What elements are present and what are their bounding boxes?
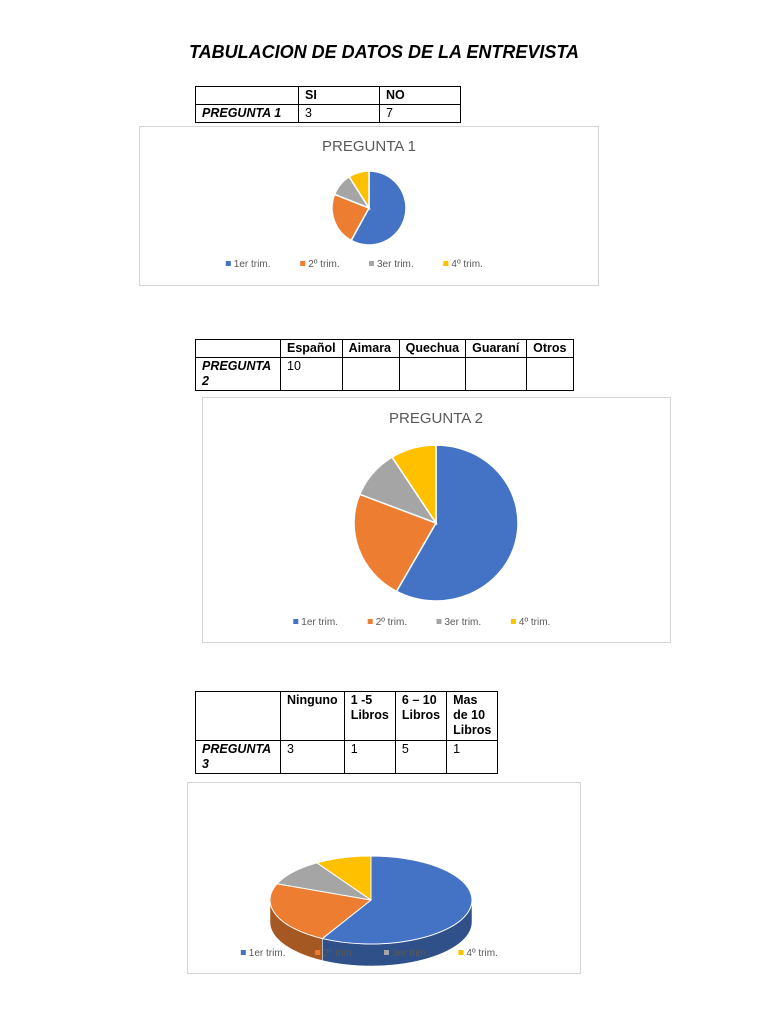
- table-pregunta-2: Español Aimara Quechua Guaraní Otros PRE…: [195, 339, 575, 391]
- table-header-row: Ninguno 1 -5 Libros 6 – 10 Libros Mas de…: [195, 691, 499, 741]
- table-cell: 1: [446, 740, 499, 774]
- chart-svg: PREGUNTA 2 1er trim. 2º trim. 3er trim. 4º …: [293, 410, 550, 628]
- chart-svg: PREGUNTA 1 1er trim. 2º trim. 3er trim. 4º …: [225, 138, 483, 270]
- pie-slice-4-trim: [391, 444, 437, 526]
- table-header-cell: 1 -5 Libros: [343, 691, 396, 741]
- legend-swatch-3er-trim: [369, 261, 374, 266]
- table-header-cell: [195, 339, 281, 358]
- table-header-cell: Mas de 10 Libros: [446, 691, 499, 741]
- table-cell: 3: [280, 740, 345, 774]
- chart-legend: 1er trim. 2º trim. 3er trim. 4º trim.: [240, 948, 498, 959]
- table-header-cell: Aimara: [341, 339, 400, 358]
- chart-legend: 1er trim. 2º trim. 3er trim. 4º trim.: [225, 259, 483, 270]
- legend-label-4-trim: 4º trim.: [519, 617, 550, 628]
- chart-pregunta-3: 1er trim. 2º trim. 3er trim. 4º trim.: [187, 782, 581, 974]
- table-header-cell: Ninguno: [280, 691, 345, 741]
- table-cell: [398, 357, 467, 391]
- legend-swatch-4-trim: [510, 619, 516, 624]
- legend-swatch-2-trim: [367, 619, 373, 624]
- legend-label-3er-trim: 3er trim.: [392, 948, 429, 959]
- legend-label-3er-trim: 3er trim.: [445, 617, 482, 628]
- table-cell: [465, 357, 528, 391]
- legend-swatch-4-trim: [458, 950, 464, 955]
- pie-slice-1er-trim: [350, 170, 407, 246]
- table-header-cell: SI: [298, 86, 380, 105]
- table-header-cell: Español: [280, 339, 343, 358]
- pie-slice-2-trim: [353, 493, 438, 593]
- table-header-cell: [195, 691, 281, 741]
- legend-label-3er-trim: 3er trim.: [377, 259, 414, 270]
- legend-swatch-1er-trim: [293, 619, 299, 624]
- pie-group: [331, 170, 407, 246]
- legend-swatch-1er-trim: [240, 950, 246, 955]
- table-cell: 5: [394, 740, 448, 774]
- legend-swatch-3er-trim: [436, 619, 442, 624]
- pie-group: [269, 855, 473, 967]
- table-row: PREGUNTA 1 3 7: [195, 104, 461, 123]
- table-header-cell: Otros: [526, 339, 575, 358]
- pie-slice-1er-trim: [395, 444, 519, 602]
- pie-slice-2-trim: [331, 193, 371, 242]
- table-cell: [526, 357, 575, 391]
- row-label: PREGUNTA 3: [195, 740, 281, 774]
- pie-slice-4-trim: [315, 855, 372, 901]
- legend-swatch-2-trim: [315, 950, 321, 955]
- table-cell: [341, 357, 400, 391]
- table-cell: 1: [343, 740, 396, 774]
- chart-legend: 1er trim. 2º trim. 3er trim. 4º trim.: [293, 617, 550, 628]
- table-header-cell: 6 – 10 Libros: [394, 691, 448, 741]
- table-header-row: SI NO: [195, 86, 461, 105]
- legend-label-2-trim: 2º trim.: [376, 617, 407, 628]
- table-cell: 3: [298, 104, 380, 123]
- legend-label-2-trim: 2º trim.: [323, 948, 354, 959]
- legend-swatch-1er-trim: [225, 261, 231, 266]
- legend-swatch-3er-trim: [384, 950, 389, 955]
- chart-pregunta-1: PREGUNTA 1 1er trim. 2º trim. 3er trim. 4º …: [139, 126, 599, 286]
- pie-slice-4-trim: [348, 170, 370, 211]
- table-pregunta-3: Ninguno 1 -5 Libros 6 – 10 Libros Mas de…: [195, 691, 499, 774]
- legend-label-2-trim: 2º trim.: [308, 259, 339, 270]
- chart-pregunta-2: PREGUNTA 2 1er trim. 2º trim. 3er trim. 4º …: [202, 397, 671, 643]
- table-cell: 10: [280, 357, 343, 391]
- chart-title: PREGUNTA 1: [322, 138, 416, 155]
- table-row: PREGUNTA 2 10: [195, 357, 575, 391]
- row-label: PREGUNTA 2: [195, 357, 281, 391]
- chart-svg: 1er trim. 2º trim. 3er trim. 4º trim.: [240, 855, 498, 967]
- row-label: PREGUNTA 1: [195, 104, 299, 123]
- table-header-cell: Quechua: [398, 339, 467, 358]
- legend-swatch-4-trim: [443, 261, 449, 266]
- pie-slice-1er-trim: [321, 855, 473, 945]
- table-cell: 7: [379, 104, 461, 123]
- legend-label-4-trim: 4º trim.: [451, 259, 482, 270]
- table-header-cell: Guaraní: [465, 339, 528, 358]
- legend-swatch-2-trim: [300, 261, 306, 266]
- chart-title: PREGUNTA 2: [389, 410, 483, 427]
- pie-slice-2-trim: [269, 883, 373, 940]
- legend-label-4-trim: 4º trim.: [466, 948, 497, 959]
- document-title: TABULACION DE DATOS DE LA ENTREVISTA: [188, 42, 579, 62]
- pie-group: [353, 444, 519, 602]
- legend-label-1er-trim: 1er trim.: [234, 259, 271, 270]
- table-header-row: Español Aimara Quechua Guaraní Otros: [195, 339, 575, 358]
- table-pregunta-1: SI NO PREGUNTA 1 3 7: [195, 86, 461, 123]
- legend-label-1er-trim: 1er trim.: [249, 948, 286, 959]
- legend-label-1er-trim: 1er trim.: [301, 617, 338, 628]
- table-row: PREGUNTA 3 3 1 5 1: [195, 740, 499, 774]
- table-header-cell: NO: [379, 86, 461, 105]
- table-header-cell: [195, 86, 299, 105]
